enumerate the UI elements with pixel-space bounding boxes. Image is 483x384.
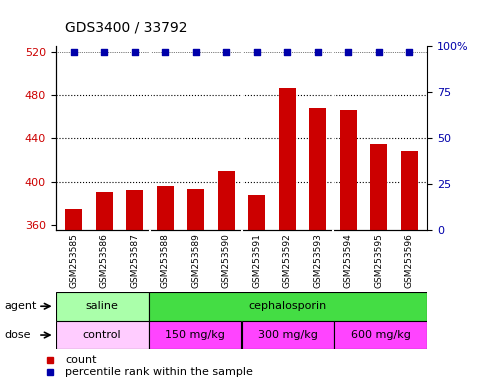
Text: GSM253592: GSM253592 (283, 233, 292, 288)
Text: GSM253590: GSM253590 (222, 233, 231, 288)
Text: GSM253588: GSM253588 (161, 233, 170, 288)
Point (284, 48, 291, 55)
Bar (340, 110, 356, 230)
Point (405, 48, 413, 55)
Text: 600 mg/kg: 600 mg/kg (351, 330, 411, 340)
Text: GSM253593: GSM253593 (313, 233, 322, 288)
Point (314, 48, 322, 55)
Bar (309, 108, 326, 230)
Bar (127, 190, 143, 230)
Bar (149, 292, 427, 321)
Bar (56, 321, 149, 349)
Text: agent: agent (5, 301, 37, 311)
Bar (157, 186, 174, 230)
Text: GDS3400 / 33792: GDS3400 / 33792 (65, 21, 188, 35)
Bar (66, 209, 82, 230)
Point (344, 48, 352, 55)
Text: GSM253596: GSM253596 (405, 233, 413, 288)
Text: GSM253585: GSM253585 (70, 233, 78, 288)
Text: GSM253594: GSM253594 (344, 233, 353, 288)
Bar (279, 88, 296, 230)
Bar (248, 195, 265, 230)
Bar (56, 292, 149, 321)
Text: control: control (83, 330, 121, 340)
Text: saline: saline (85, 301, 118, 311)
Text: dose: dose (5, 330, 31, 340)
Text: GSM253595: GSM253595 (374, 233, 383, 288)
Bar (334, 321, 427, 349)
Bar (370, 144, 387, 230)
Point (192, 48, 199, 55)
Point (253, 48, 261, 55)
Bar (96, 192, 113, 230)
Bar (401, 151, 417, 230)
Point (100, 48, 108, 55)
Bar (187, 189, 204, 230)
Text: cephalosporin: cephalosporin (249, 301, 327, 311)
Text: GSM253587: GSM253587 (130, 233, 139, 288)
Bar (242, 321, 334, 349)
Text: 150 mg/kg: 150 mg/kg (165, 330, 225, 340)
Point (131, 48, 139, 55)
Text: GSM253591: GSM253591 (252, 233, 261, 288)
Point (222, 48, 230, 55)
Bar (218, 171, 235, 230)
Text: percentile rank within the sample: percentile rank within the sample (66, 367, 253, 377)
Text: 300 mg/kg: 300 mg/kg (258, 330, 318, 340)
Text: count: count (66, 355, 97, 365)
Bar (149, 321, 242, 349)
Point (375, 48, 383, 55)
Text: GSM253589: GSM253589 (191, 233, 200, 288)
Point (70, 48, 78, 55)
Text: GSM253586: GSM253586 (100, 233, 109, 288)
Point (161, 48, 169, 55)
